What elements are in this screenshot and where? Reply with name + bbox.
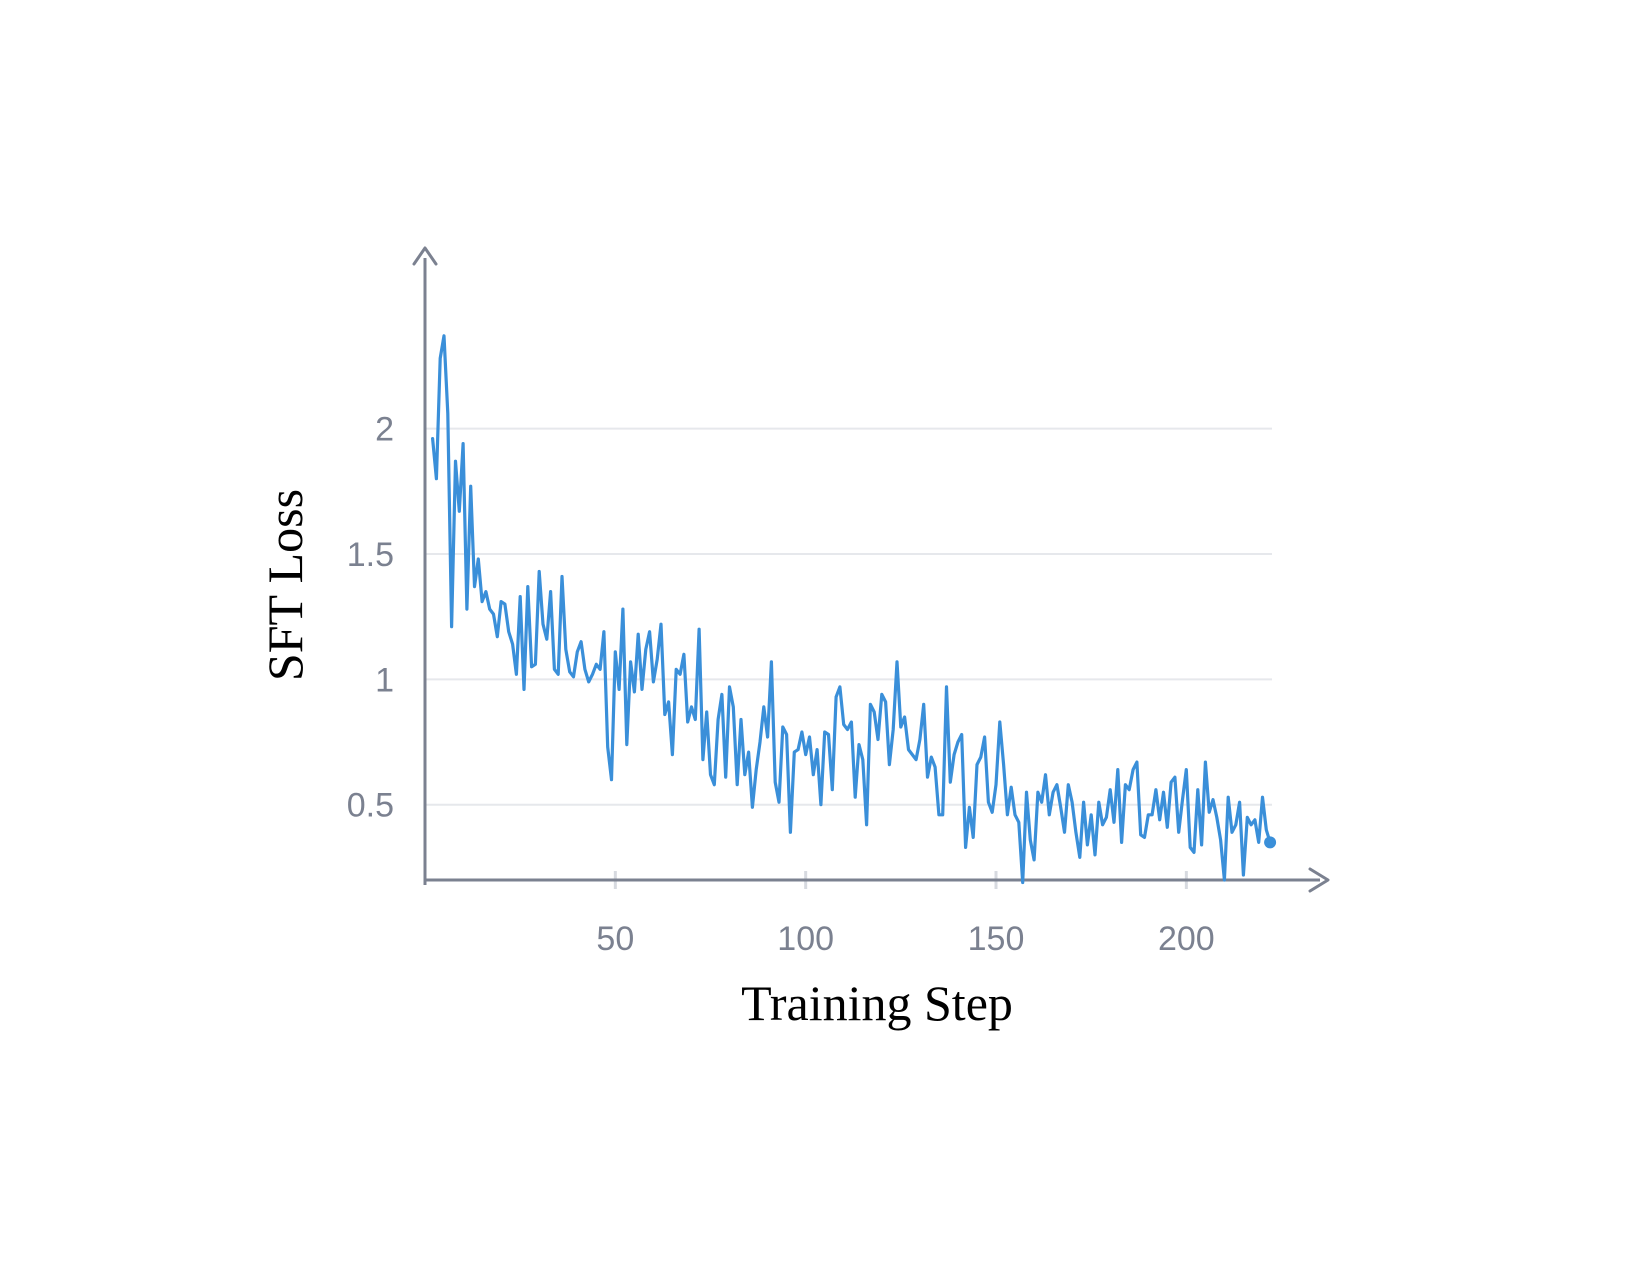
x-tick-label: 50	[596, 920, 634, 958]
y-tick-label: 1.5	[347, 536, 394, 574]
y-tick-label: 1	[375, 661, 394, 699]
y-axis-tick-labels: 0.5 1 1.5 2	[347, 411, 394, 825]
y-axis-title: SFT Loss	[257, 489, 313, 681]
x-tick-label: 150	[968, 920, 1025, 958]
y-tick-label: 2	[375, 411, 394, 449]
y-axis-arrow-icon	[412, 246, 438, 266]
last-point-marker	[1264, 836, 1277, 849]
series-group	[431, 334, 1277, 885]
x-axis-title: Training Step	[741, 975, 1013, 1031]
x-tick-label: 200	[1158, 920, 1215, 958]
x-axis-arrow-icon	[1308, 867, 1330, 893]
x-tick-label: 100	[777, 920, 834, 958]
y-tick-label: 0.5	[347, 787, 394, 825]
x-axis-tick-labels: 50 100 150 200	[596, 920, 1214, 958]
loss-line	[431, 334, 1272, 885]
grid-lines	[425, 427, 1272, 806]
